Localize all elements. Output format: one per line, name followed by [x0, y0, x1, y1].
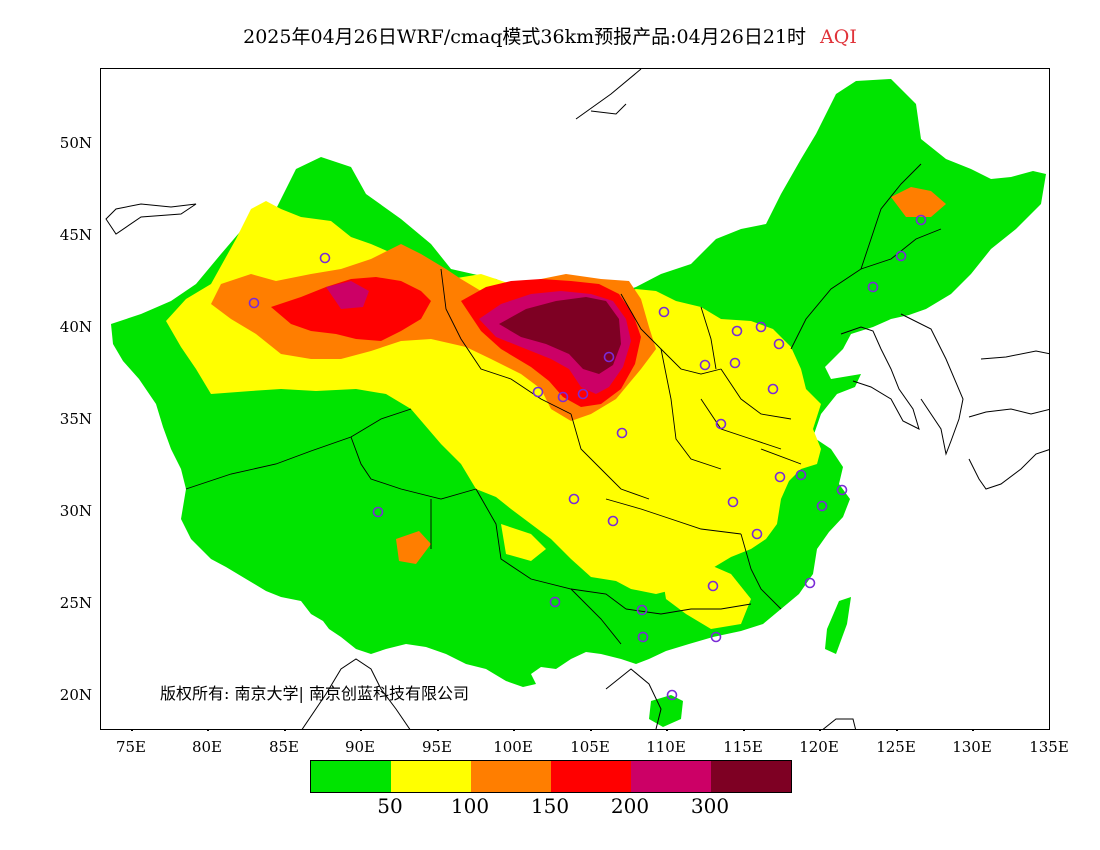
colorbar-swatch-sensitive [471, 761, 551, 792]
lat-label-20: 20N [59, 686, 92, 704]
lon-label-130: 130E [952, 738, 992, 756]
aqi-region-magenta-xj [326, 281, 369, 309]
lon-label-80: 80E [191, 738, 223, 756]
station-marker [532, 386, 544, 398]
station-marker [607, 515, 619, 527]
lon-label-125: 125E [876, 738, 916, 756]
station-marker [774, 471, 786, 483]
station-marker [372, 506, 384, 518]
colorbar-swatch-moderate [391, 761, 471, 792]
title-variable: AQI [820, 26, 857, 48]
station-marker [319, 252, 331, 264]
station-marker [895, 250, 907, 262]
copyright-note: 版权所有: 南京大学| 南京创蓝科技有限公司 [160, 684, 469, 703]
lat-label-35: 35N [59, 410, 92, 428]
station-marker [699, 359, 711, 371]
station-marker [710, 631, 722, 643]
title-main: 2025年04月26日WRF/cmaq模式36km预报产品:04月26日21时 [243, 26, 807, 48]
station-marker [915, 214, 927, 226]
station-marker [731, 325, 743, 337]
station-marker [549, 596, 561, 608]
lat-label-30: 30N [59, 502, 92, 520]
station-marker [603, 351, 615, 363]
station-marker [715, 418, 727, 430]
colorbar-label-100: 100 [450, 794, 490, 818]
station-marker [751, 528, 763, 540]
station-marker [727, 496, 739, 508]
lon-label-110: 110E [646, 738, 686, 756]
lon-label-135: 135E [1029, 738, 1069, 756]
station-marker [616, 427, 628, 439]
aqi-region-orange-ne [891, 187, 946, 217]
station-marker [867, 281, 879, 293]
lon-label-100: 100E [493, 738, 533, 756]
aqi-region-taiwan [825, 597, 851, 654]
aqi-map [105, 69, 1049, 729]
station-marker [804, 577, 816, 589]
aqi-region-red [271, 277, 431, 341]
province-borders [185, 163, 942, 645]
colorbar-label-200: 200 [610, 794, 650, 818]
colorbar-swatch-hazardous [711, 761, 791, 792]
lon-label-75: 75E [115, 738, 147, 756]
station-marker [637, 631, 649, 643]
station-marker [248, 297, 260, 309]
lon-label-90: 90E [344, 738, 376, 756]
lon-label-105: 105E [570, 738, 610, 756]
aqi-region-yellow-sw [501, 524, 546, 561]
station-marker [767, 383, 779, 395]
lon-label-115: 115E [723, 738, 763, 756]
colorbar-label-300: 300 [690, 794, 730, 818]
station-marker [658, 306, 670, 318]
map-frame [100, 68, 1050, 730]
station-marker [707, 580, 719, 592]
colorbar-swatch-very-unhealthy [631, 761, 711, 792]
aqi-colorbar [310, 760, 792, 793]
aqi-region-hainan [649, 695, 683, 727]
lon-label-95: 95E [421, 738, 453, 756]
lat-label-40: 40N [59, 318, 92, 336]
station-marker [577, 388, 589, 400]
map-title: 2025年04月26日WRF/cmaq模式36km预报产品:04月26日21时 A… [0, 22, 1100, 49]
colorbar-label-50: 50 [377, 794, 403, 818]
station-marker [773, 338, 785, 350]
coastlines [105, 69, 1049, 729]
monitoring-stations [248, 214, 927, 701]
station-marker [755, 321, 767, 333]
lat-label-25: 25N [59, 594, 92, 612]
station-marker [666, 689, 678, 701]
lon-label-120: 120E [799, 738, 839, 756]
station-marker [795, 469, 807, 481]
station-marker [729, 357, 741, 369]
colorbar-swatch-good [311, 761, 391, 792]
lat-label-45: 45N [59, 226, 92, 244]
lon-label-85: 85E [268, 738, 300, 756]
station-marker [557, 391, 569, 403]
station-marker [816, 500, 828, 512]
lat-label-50: 50N [59, 134, 92, 152]
colorbar-swatch-unhealthy [551, 761, 631, 792]
station-marker [836, 484, 848, 496]
station-marker [636, 604, 648, 616]
station-marker [568, 493, 580, 505]
aqi-region-orange-tibet [396, 531, 431, 564]
colorbar-label-150: 150 [530, 794, 570, 818]
aqi-region-yellow-south [661, 561, 751, 629]
aqi-region-maroon [499, 297, 621, 374]
